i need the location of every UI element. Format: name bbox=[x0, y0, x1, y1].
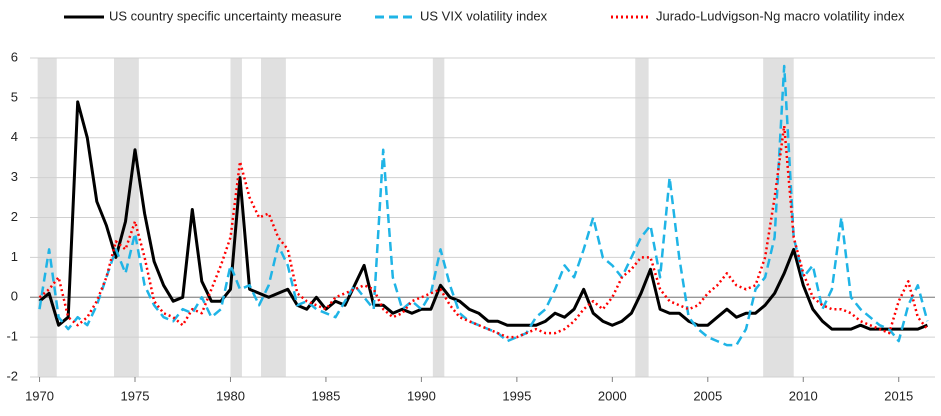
x-tick-label: 1995 bbox=[502, 388, 531, 403]
x-tick-label: 2015 bbox=[884, 388, 913, 403]
y-tick-label: 6 bbox=[11, 49, 18, 64]
series-line bbox=[38, 64, 929, 347]
x-tick-label: 1990 bbox=[407, 388, 436, 403]
x-tick-label: 1970 bbox=[25, 388, 54, 403]
y-tick-label: 2 bbox=[11, 209, 18, 224]
x-tick-label: 2005 bbox=[693, 388, 722, 403]
y-tick-label: 0 bbox=[11, 289, 18, 304]
legend-label: US country specific uncertainty measure bbox=[109, 8, 342, 23]
series-line bbox=[38, 100, 928, 331]
x-tick-label: 1985 bbox=[311, 388, 340, 403]
y-tick-label: 5 bbox=[11, 89, 18, 104]
legend-label: Jurado-Ludvigson-Ng macro volatility ind… bbox=[656, 8, 905, 23]
y-tick-label: 4 bbox=[11, 129, 18, 144]
y-tick-label: -2 bbox=[6, 368, 18, 383]
y-tick-label: 3 bbox=[11, 169, 18, 184]
x-tick-label: 1975 bbox=[121, 388, 150, 403]
y-tick-label: -1 bbox=[6, 329, 18, 344]
legend-label: US VIX volatility index bbox=[420, 8, 548, 23]
x-tick-label: 2000 bbox=[598, 388, 627, 403]
y-tick-label: 1 bbox=[11, 249, 18, 264]
series-line bbox=[38, 124, 929, 339]
x-tick-label: 1980 bbox=[216, 388, 245, 403]
x-tick-label: 2010 bbox=[789, 388, 818, 403]
